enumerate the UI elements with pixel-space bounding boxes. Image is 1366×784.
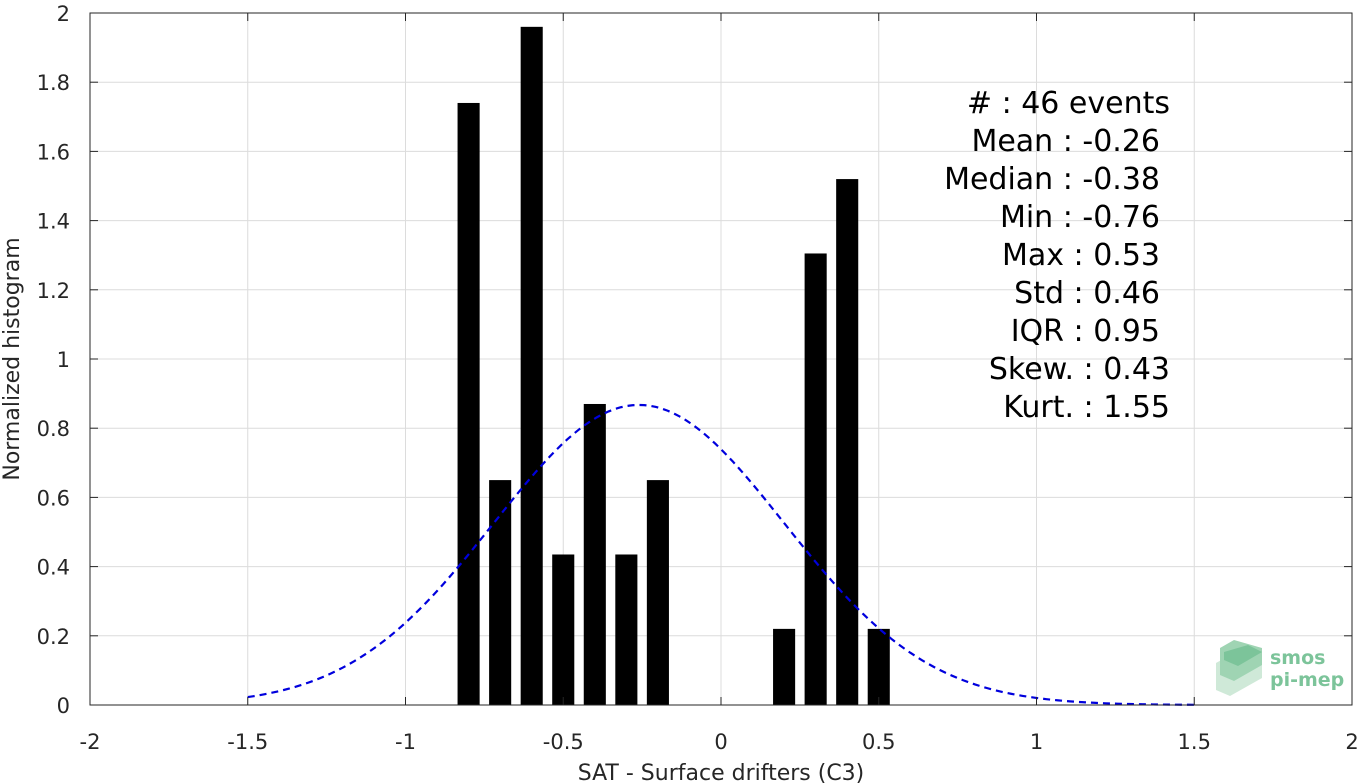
stat-line-1: Mean : -0.26 [971,124,1160,159]
stat-line-4: Max : 0.53 [1002,238,1160,273]
histogram-bar-10 [867,628,890,705]
histogram-bar-3 [552,554,575,705]
stat-line-6: IQR : 0.95 [1011,314,1160,349]
bars [457,26,890,705]
y-tick-label-7: 1.4 [37,210,70,234]
logo-text-line2: pi-mep [1270,669,1344,691]
y-tick-label-8: 1.6 [37,140,70,164]
x-tick-label-5: 0.5 [862,730,895,754]
y-tick-label-0: 0 [57,694,70,718]
x-axis-ticks: -2 -1.5 -1 -0.5 0 0.5 1 1.5 2 [80,13,1359,754]
logo: smos pi-mep [1216,640,1344,696]
x-tick-label-8: 2 [1345,730,1358,754]
stat-line-2: Median : -0.38 [944,162,1160,197]
y-tick-label-2: 0.4 [37,556,70,580]
y-axis-label: Normalized histogram [0,237,25,480]
stat-line-5: Std : 0.46 [1014,276,1160,311]
histogram-bar-1 [489,480,512,705]
y-tick-label-3: 0.6 [37,486,70,510]
y-axis-ticks: 0 0.2 0.4 0.6 0.8 1 1.2 1.4 1.6 1.8 2 [37,2,1352,718]
histogram-bar-6 [646,480,669,705]
x-tick-label-6: 1 [1030,730,1043,754]
y-tick-label-10: 2 [57,2,70,26]
x-tick-label-1: -1.5 [227,730,268,754]
x-tick-label-7: 1.5 [1178,730,1211,754]
y-tick-label-5: 1 [57,348,70,372]
histogram-bar-9 [836,179,859,705]
stat-line-8: Kurt. : 1.55 [1003,390,1170,425]
logo-text-line1: smos [1270,647,1325,669]
histogram-bar-2 [520,26,543,705]
histogram-bar-8 [804,253,827,705]
y-tick-label-4: 0.8 [37,417,70,441]
logo-icon [1216,640,1262,696]
histogram-bar-4 [583,403,606,705]
x-tick-label-4: 0 [714,730,727,754]
stat-line-7: Skew. : 0.43 [989,352,1170,387]
stat-line-0: # : 46 events [967,86,1170,121]
y-tick-label-9: 1.8 [37,71,70,95]
histogram-bar-0 [457,102,480,705]
x-tick-label-3: -0.5 [543,730,584,754]
x-axis-label: SAT - Surface drifters (C3) [578,761,865,784]
histogram-bar-5 [615,554,638,705]
y-tick-label-1: 0.2 [37,625,70,649]
histogram-bar-7 [773,628,796,705]
x-tick-label-2: -1 [395,730,416,754]
stat-line-3: Min : -0.76 [1000,200,1160,235]
y-tick-label-6: 1.2 [37,279,70,303]
x-tick-label-0: -2 [80,730,101,754]
